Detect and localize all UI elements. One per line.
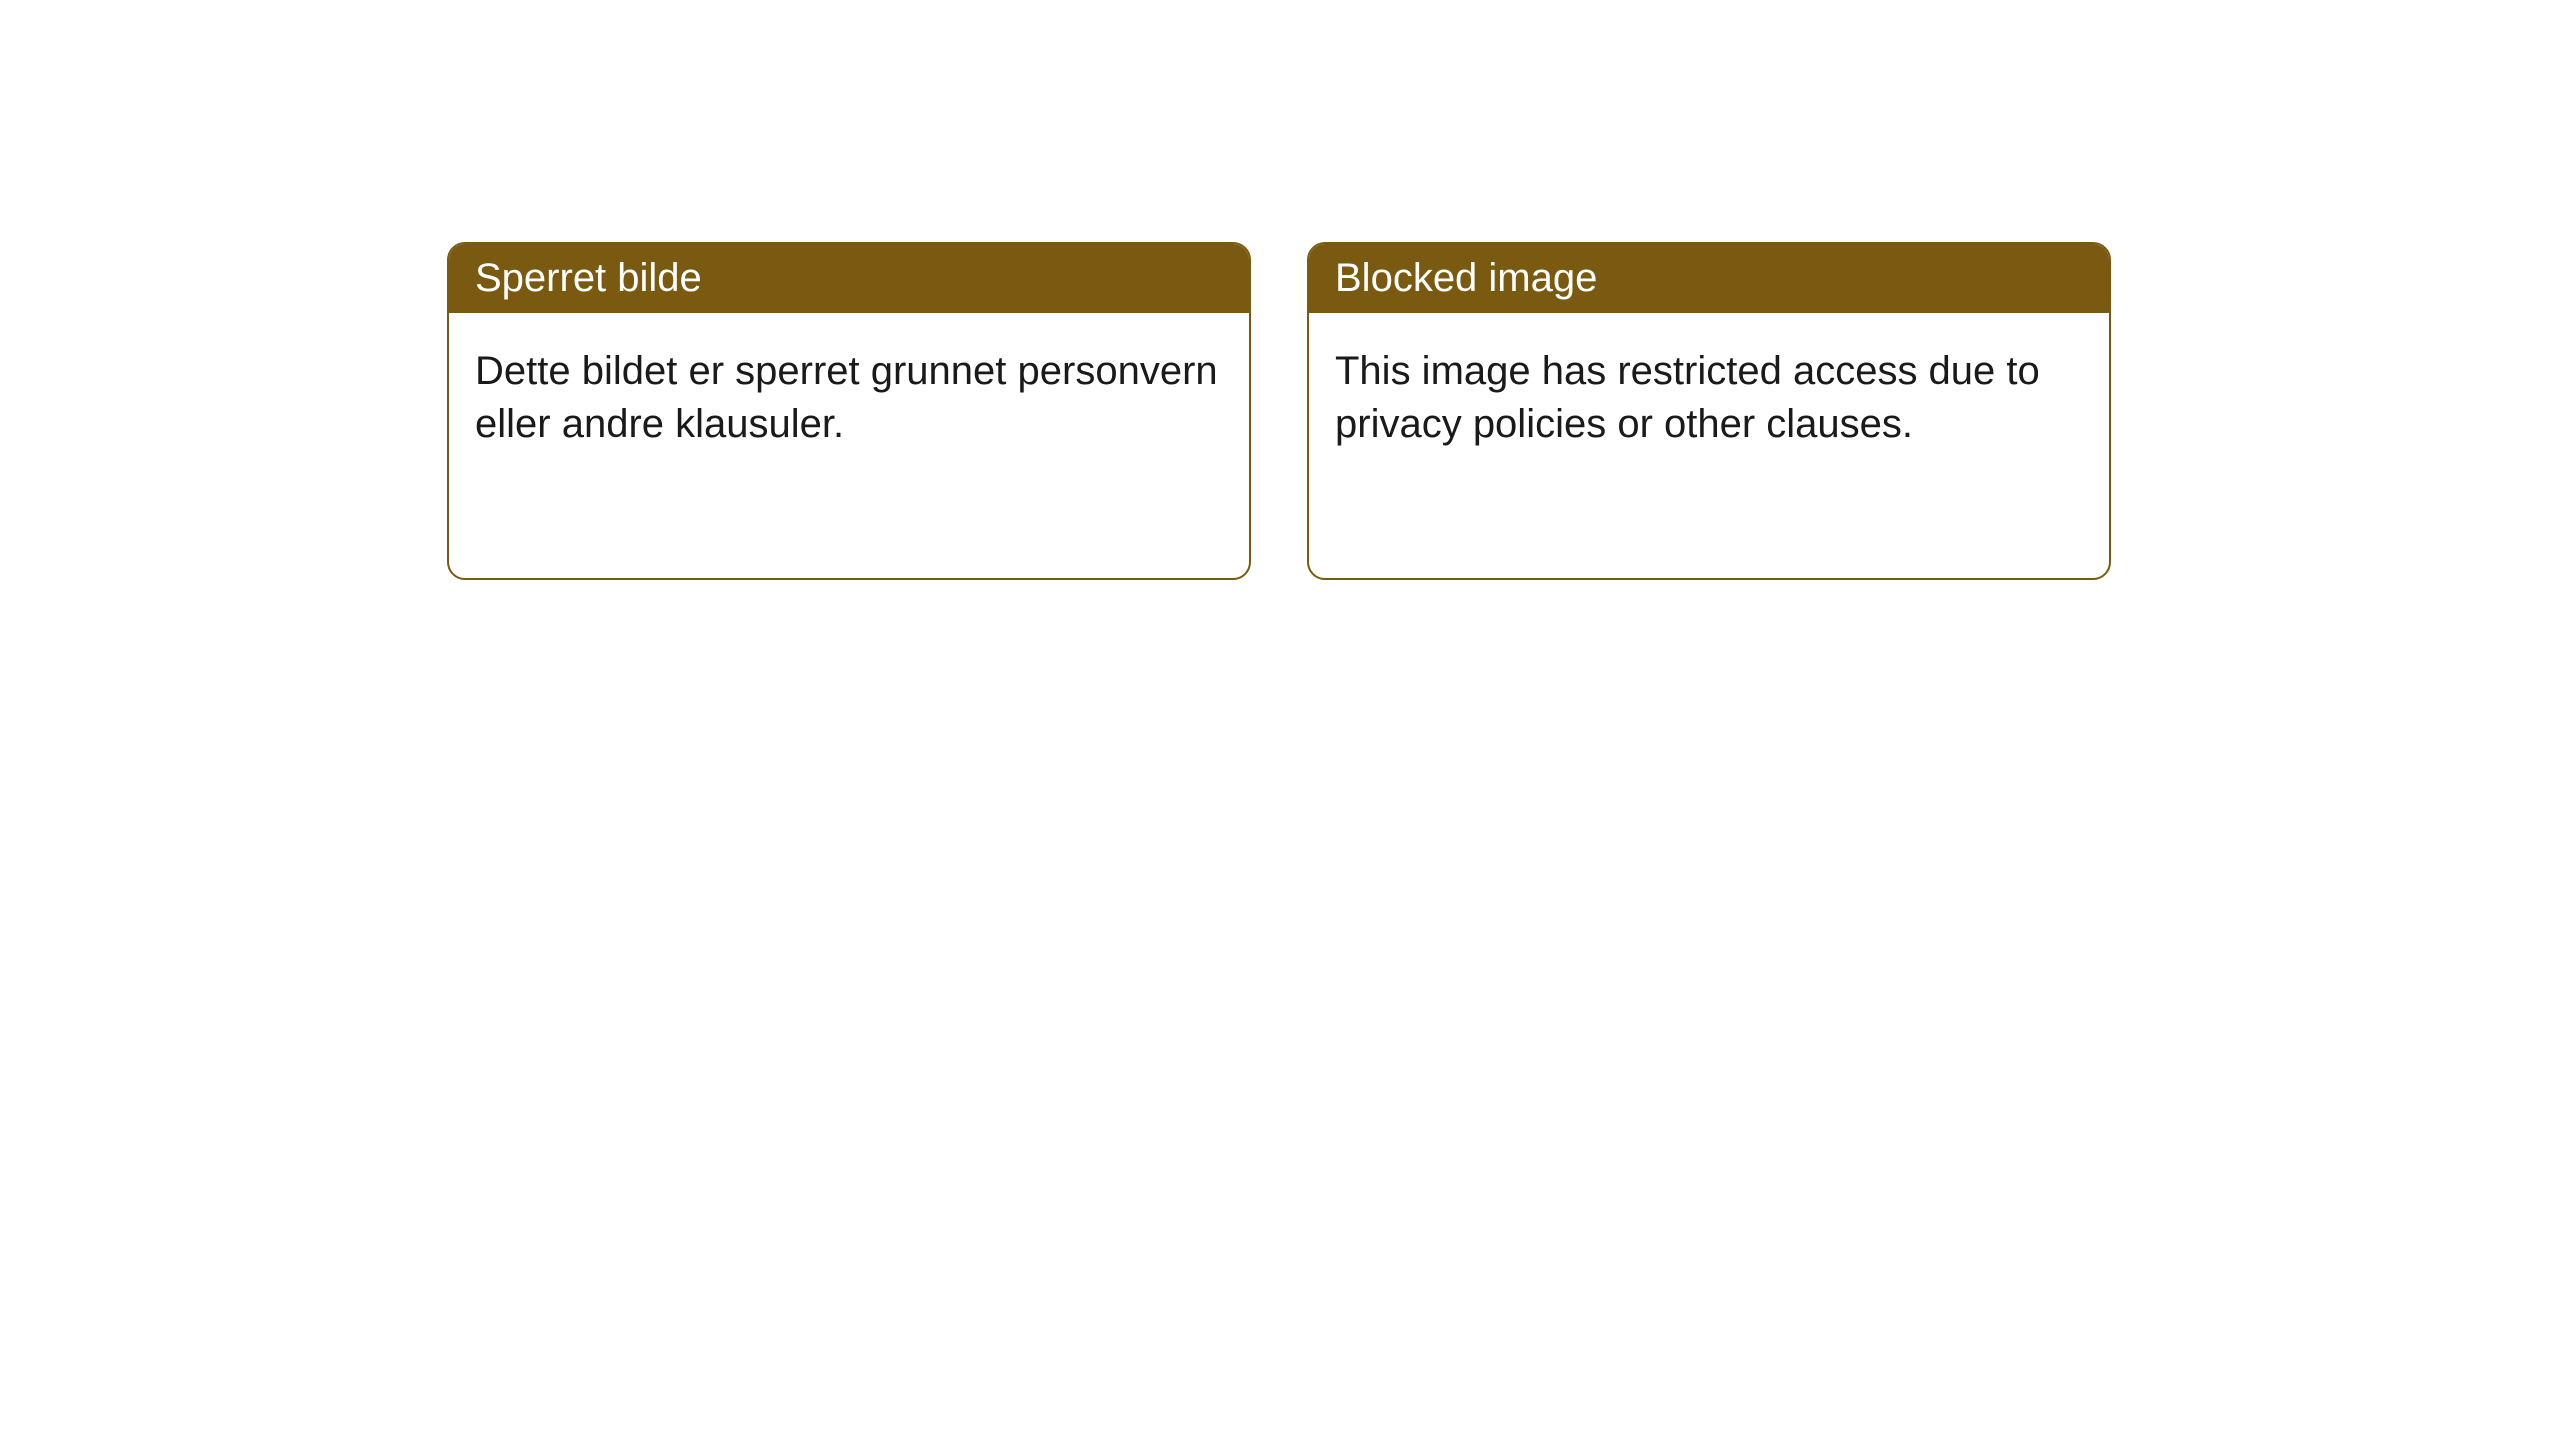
notice-title: Sperret bilde — [475, 256, 702, 300]
notice-header: Blocked image — [1309, 244, 2109, 313]
notice-card-norwegian: Sperret bilde Dette bildet er sperret gr… — [447, 242, 1251, 580]
notice-title: Blocked image — [1335, 256, 1597, 300]
notice-message: Dette bildet er sperret grunnet personve… — [475, 349, 1218, 446]
notice-message: This image has restricted access due to … — [1335, 349, 2040, 446]
notice-body: Dette bildet er sperret grunnet personve… — [449, 313, 1249, 483]
notice-container: Sperret bilde Dette bildet er sperret gr… — [447, 242, 2111, 580]
notice-card-english: Blocked image This image has restricted … — [1307, 242, 2111, 580]
notice-header: Sperret bilde — [449, 244, 1249, 313]
notice-body: This image has restricted access due to … — [1309, 313, 2109, 483]
